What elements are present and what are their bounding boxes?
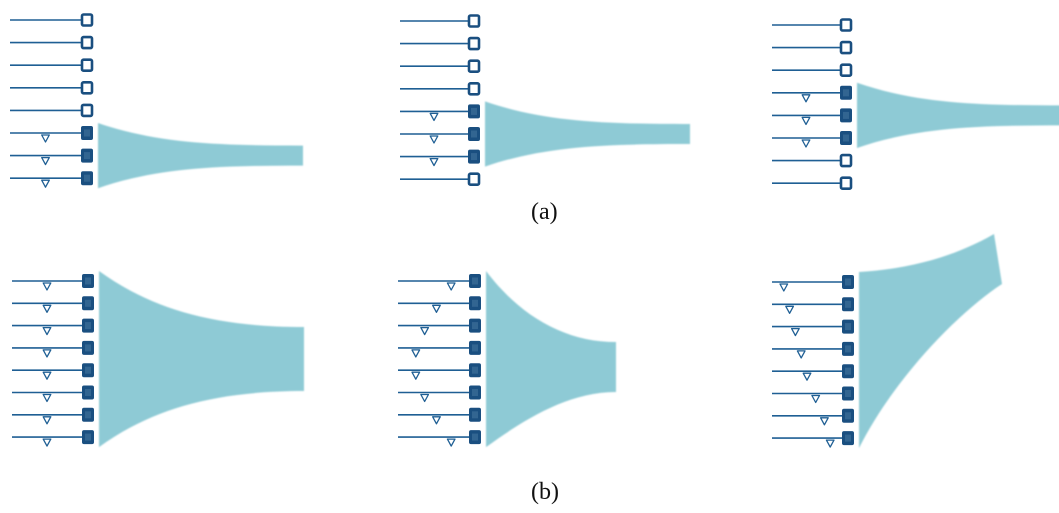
- element-core: [472, 433, 478, 441]
- triangle-down-icon: [42, 438, 52, 447]
- beam-shape: [859, 234, 1002, 449]
- element-core: [85, 322, 91, 330]
- triangle-down-icon: [432, 416, 441, 425]
- panel-full-aperture-steered: [772, 234, 1002, 449]
- triangle-down-icon: [779, 283, 789, 292]
- triangle-down-icon: [420, 393, 430, 403]
- element-core: [472, 299, 478, 307]
- element-core: [472, 322, 478, 330]
- element-core: [85, 366, 91, 374]
- hollow-square-icon: [839, 18, 853, 32]
- triangle-down-icon: [42, 416, 52, 425]
- triangle-down-icon: [796, 350, 806, 359]
- triangle-down-icon: [42, 349, 52, 358]
- triangle-down-icon: [801, 94, 811, 103]
- hollow-square-icon: [467, 172, 481, 186]
- triangle-down-icon: [790, 327, 800, 337]
- triangle-down-icon: [429, 135, 439, 144]
- caption-b: (b): [531, 479, 559, 505]
- beam-shape: [485, 101, 690, 167]
- element-core: [85, 411, 91, 419]
- beam-shape: [857, 82, 1059, 148]
- element-core: [471, 153, 477, 161]
- triangle-down-icon: [429, 157, 439, 167]
- element-core: [845, 367, 851, 375]
- triangle-down-icon: [819, 417, 829, 426]
- element-core: [472, 344, 478, 352]
- element-core: [843, 111, 849, 119]
- element-core: [471, 107, 477, 115]
- triangle-down-icon: [411, 371, 421, 380]
- triangle-down-icon: [41, 134, 50, 143]
- panel-subarray-bottom: [10, 13, 303, 189]
- element-core: [471, 130, 477, 138]
- triangle-down-icon: [802, 372, 812, 381]
- element-core: [472, 366, 478, 374]
- hollow-square-icon: [839, 153, 853, 168]
- caption-a: (a): [531, 199, 558, 225]
- triangle-down-icon: [41, 179, 50, 188]
- element-core: [85, 299, 91, 307]
- element-core: [845, 345, 851, 353]
- triangle-down-icon: [446, 438, 456, 447]
- triangle-down-icon: [446, 282, 456, 291]
- triangle-down-icon: [429, 112, 439, 122]
- triangle-down-icon: [785, 305, 795, 314]
- triangle-down-icon: [432, 304, 441, 313]
- hollow-square-icon: [839, 63, 853, 77]
- triangle-down-icon: [825, 439, 835, 448]
- hollow-square-icon: [467, 14, 481, 28]
- panel-full-aperture-plane: [12, 271, 304, 448]
- hollow-square-icon: [467, 59, 481, 74]
- array-panels: [10, 13, 1059, 449]
- element-core: [84, 174, 90, 182]
- element-core: [472, 411, 478, 419]
- triangle-down-icon: [801, 139, 811, 148]
- triangle-down-icon: [411, 349, 421, 358]
- hollow-square-icon: [80, 35, 94, 50]
- hollow-square-icon: [80, 103, 94, 118]
- hollow-square-icon: [839, 176, 853, 190]
- element-core: [85, 277, 91, 285]
- element-core: [845, 278, 851, 286]
- panel-subarray-middle: [400, 14, 690, 186]
- hollow-square-icon: [80, 13, 94, 27]
- element-core: [472, 389, 478, 396]
- triangle-down-icon: [420, 326, 430, 336]
- element-core: [85, 344, 91, 352]
- element-core: [472, 277, 478, 285]
- triangle-down-icon: [42, 393, 52, 403]
- triangle-down-icon: [42, 304, 52, 313]
- element-core: [845, 323, 851, 331]
- element-core: [85, 433, 91, 441]
- element-core: [85, 389, 91, 396]
- hollow-square-icon: [467, 36, 481, 51]
- triangle-down-icon: [42, 326, 52, 336]
- beam-shape: [486, 271, 616, 448]
- element-core: [84, 129, 90, 137]
- triangle-down-icon: [801, 116, 811, 126]
- beam-shape: [99, 271, 304, 448]
- hollow-square-icon: [839, 40, 853, 55]
- triangle-down-icon: [41, 156, 50, 166]
- triangle-down-icon: [811, 394, 821, 404]
- element-core: [843, 89, 849, 97]
- hollow-square-icon: [467, 82, 481, 96]
- panel-full-aperture-focused: [398, 271, 616, 448]
- panel-subarray-upper: [772, 18, 1059, 190]
- element-core: [845, 390, 851, 397]
- triangle-down-icon: [42, 371, 52, 380]
- hollow-square-icon: [80, 81, 94, 95]
- element-core: [845, 300, 851, 308]
- element-core: [84, 152, 90, 160]
- element-core: [845, 434, 851, 442]
- element-core: [843, 134, 849, 142]
- element-core: [845, 412, 851, 420]
- triangle-down-icon: [42, 282, 52, 291]
- beam-shape: [98, 123, 303, 189]
- hollow-square-icon: [80, 58, 94, 73]
